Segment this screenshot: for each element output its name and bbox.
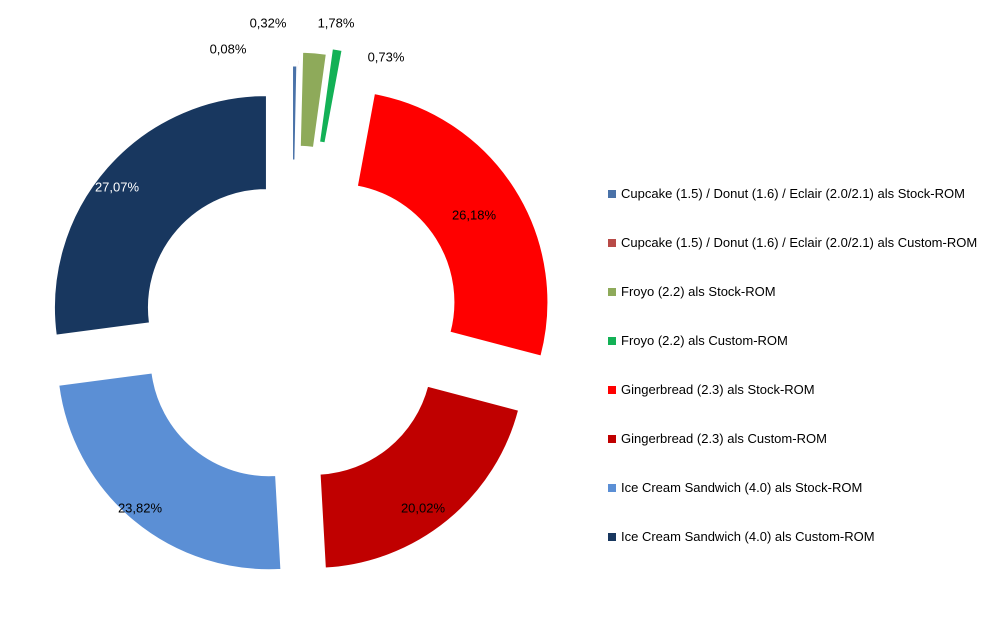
legend-item: Froyo (2.2) als Stock-ROM (608, 283, 998, 300)
slice-4 (319, 48, 343, 144)
legend-swatch (608, 239, 616, 247)
legend-label: Gingerbread (2.3) als Custom-ROM (621, 431, 827, 446)
slice-8 (53, 95, 267, 336)
slice-7 (58, 372, 282, 571)
legend-label: Cupcake (1.5) / Donut (1.6) / Eclair (2.… (621, 186, 965, 201)
legend-item: Froyo (2.2) als Custom-ROM (608, 332, 998, 349)
data-label-3: 1,78% (318, 15, 355, 30)
data-label-7: 23,82% (118, 500, 163, 515)
legend-label: Cupcake (1.5) / Donut (1.6) / Eclair (2.… (621, 235, 978, 250)
data-label-6: 20,02% (401, 500, 446, 515)
legend-item: Cupcake (1.5) / Donut (1.6) / Eclair (2.… (608, 234, 998, 251)
data-label-4: 0,73% (368, 49, 405, 64)
slice-5 (356, 93, 549, 357)
legend-label: Ice Cream Sandwich (4.0) als Stock-ROM (621, 480, 863, 495)
legend-item: Cupcake (1.5) / Donut (1.6) / Eclair (2.… (608, 185, 998, 202)
legend-swatch (608, 533, 616, 541)
legend-label: Ice Cream Sandwich (4.0) als Custom-ROM (621, 529, 875, 544)
data-label-1: 0,32% (250, 15, 287, 30)
data-label-5: 26,18% (452, 207, 497, 222)
legend-swatch (608, 190, 616, 198)
legend-swatch (608, 337, 616, 345)
slice-2 (295, 59, 300, 155)
doughnut-chart: 0,32%0,08% 1,78% 0,73% 26,18% 20,02% 23,82% 27… (53, 15, 549, 571)
slice-1 (292, 65, 298, 161)
chart-slices (53, 48, 549, 571)
data-label-2: 0,08% (210, 41, 247, 56)
legend-item: Gingerbread (2.3) als Custom-ROM (608, 430, 998, 447)
legend-swatch (608, 484, 616, 492)
legend-label: Froyo (2.2) als Custom-ROM (621, 333, 788, 348)
legend-swatch (608, 386, 616, 394)
chart-data-labels: 0,32%0,08% 1,78% 0,73% 26,18% 20,02% 23,82% 27… (95, 15, 497, 515)
legend-label: Froyo (2.2) als Stock-ROM (621, 284, 776, 299)
data-label-8: 27,07% (95, 179, 140, 194)
slice-3 (299, 51, 327, 148)
legend-swatch (608, 288, 616, 296)
legend-item: Ice Cream Sandwich (4.0) als Stock-ROM (608, 479, 998, 496)
legend-swatch (608, 435, 616, 443)
legend-label: Gingerbread (2.3) als Stock-ROM (621, 382, 815, 397)
slice-6 (319, 385, 520, 569)
legend-item: Gingerbread (2.3) als Stock-ROM (608, 381, 998, 398)
legend-item: Ice Cream Sandwich (4.0) als Custom-ROM (608, 528, 998, 545)
